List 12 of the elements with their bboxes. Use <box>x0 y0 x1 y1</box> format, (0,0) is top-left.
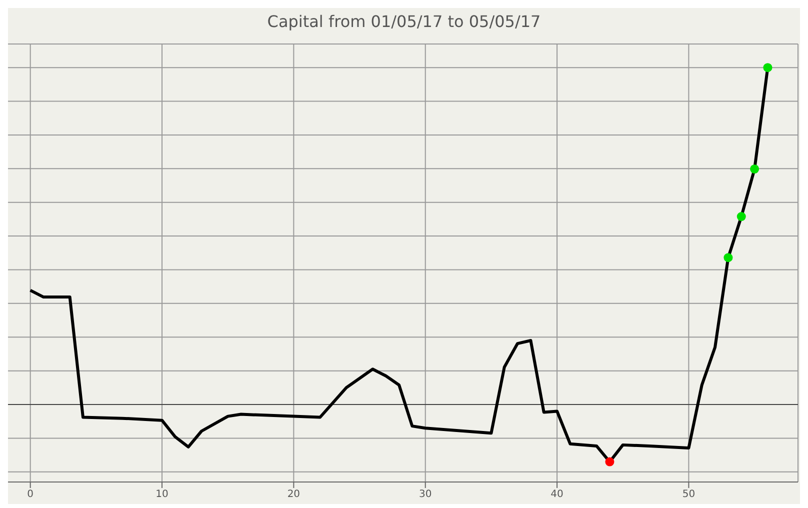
point <box>736 212 746 222</box>
point <box>605 457 614 466</box>
x-tick-label: 0 <box>27 489 34 500</box>
point <box>763 63 772 72</box>
x-tick-label: 40 <box>550 489 564 500</box>
chart-title: Capital from 01/05/17 to 05/05/17 <box>266 11 542 33</box>
point <box>750 164 760 174</box>
point <box>724 253 733 262</box>
x-tick-label: 10 <box>156 489 168 500</box>
x-tick-label: 30 <box>418 489 432 500</box>
x-tick-label: 20 <box>287 489 300 500</box>
x-tick-label: 50 <box>682 489 696 500</box>
